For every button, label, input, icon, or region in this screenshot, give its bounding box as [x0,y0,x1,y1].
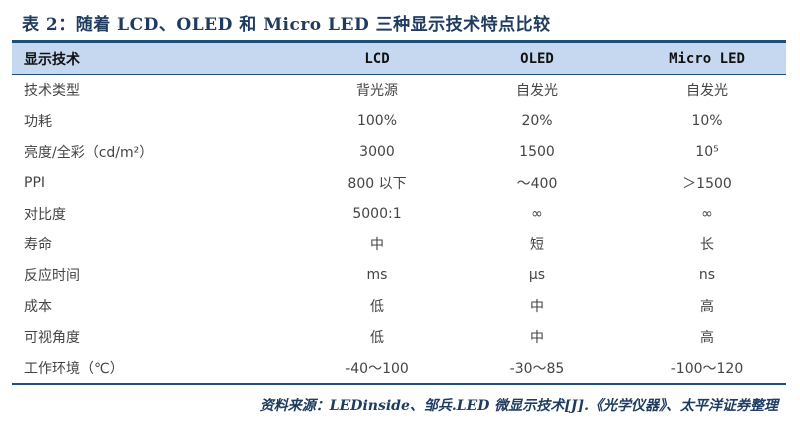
table-cell: 自发光 [686,83,728,100]
table-cell: 中 [370,237,384,254]
table-row: 技术类型 背光源 自发光 自发光 [12,75,786,106]
table-cell: μs [528,267,546,284]
row-label: 对比度 [24,206,66,223]
table-cell: ～400 [516,175,558,192]
header-cell: 显示技术 [24,51,80,68]
table-row: 成本 低 中 高 [12,291,786,322]
table-row: 对比度 5000:1 ∞ ∞ [12,198,786,229]
row-label: 可视角度 [24,329,80,346]
table-row: 亮度/全彩（cd/m²） 3000 1500 10⁵ [12,137,786,168]
source-note: 资料来源：LEDinside、邹兵.LED 微显示技术[J].《光学仪器》、太平… [259,398,778,414]
table-header-row: 显示技术 LCD OLED Micro LED [12,40,786,75]
table-cell: 短 [530,237,544,254]
header-cell: Micro LED [669,50,745,67]
table-row: PPI 800 以下 ～400 ＞1500 [12,167,786,198]
table-cell: 10% [691,113,723,130]
table-cell: -100～120 [670,360,744,377]
table-cell: 1500 [519,143,555,160]
table-cell: ns [698,267,716,284]
table-cell: 100% [356,113,398,130]
table-cell: 高 [700,329,714,346]
row-label: 成本 [24,298,52,315]
row-label: PPI [24,174,46,191]
table-cell: ms [366,267,388,284]
header-cell: OLED [520,50,554,67]
table-row: 可视角度 低 中 高 [12,321,786,352]
table-title: 表 2：随着 LCD、OLED 和 Micro LED 三种显示技术特点比较 [22,15,551,35]
table-cell: 中 [530,298,544,315]
table-cell: -40～100 [345,360,409,377]
table-row: 功耗 100% 20% 10% [12,106,786,137]
table-cell: 5000:1 [352,205,402,222]
row-label: 反应时间 [24,268,80,285]
table-cell: ∞ [701,205,713,222]
table-cell: 高 [700,298,714,315]
table-cell: ＞1500 [682,175,732,192]
table-row: 寿命 中 短 长 [12,229,786,260]
row-label: 工作环境（℃） [24,360,124,377]
table-bottom-rule [12,383,786,385]
table-cell: ∞ [531,205,543,222]
table-cell: 长 [700,237,714,254]
table-cell: 20% [521,113,553,130]
row-label: 亮度/全彩（cd/m²） [24,144,154,161]
comparison-table: 显示技术 LCD OLED Micro LED 技术类型 背光源 自发光 自发光功耗 1… [12,40,786,383]
row-label: 技术类型 [24,83,80,100]
table-cell: 自发光 [516,83,558,100]
table-row: 工作环境（℃） -40～100 -30～85 -100～120 [12,352,786,383]
row-label: 功耗 [24,114,52,131]
table-cell: 800 以下 [347,175,407,192]
table-row: 反应时间 ms μs ns [12,260,786,291]
row-label: 寿命 [24,237,52,254]
table-cell: 背光源 [356,83,398,100]
table-cell: 低 [370,329,384,346]
header-cell: LCD [364,50,390,67]
table-cell: 3000 [359,143,395,160]
table-cell: -30～85 [509,360,565,377]
table-cell: 中 [530,329,544,346]
table-cell: 10⁵ [695,143,719,160]
table-cell: 低 [370,298,384,315]
